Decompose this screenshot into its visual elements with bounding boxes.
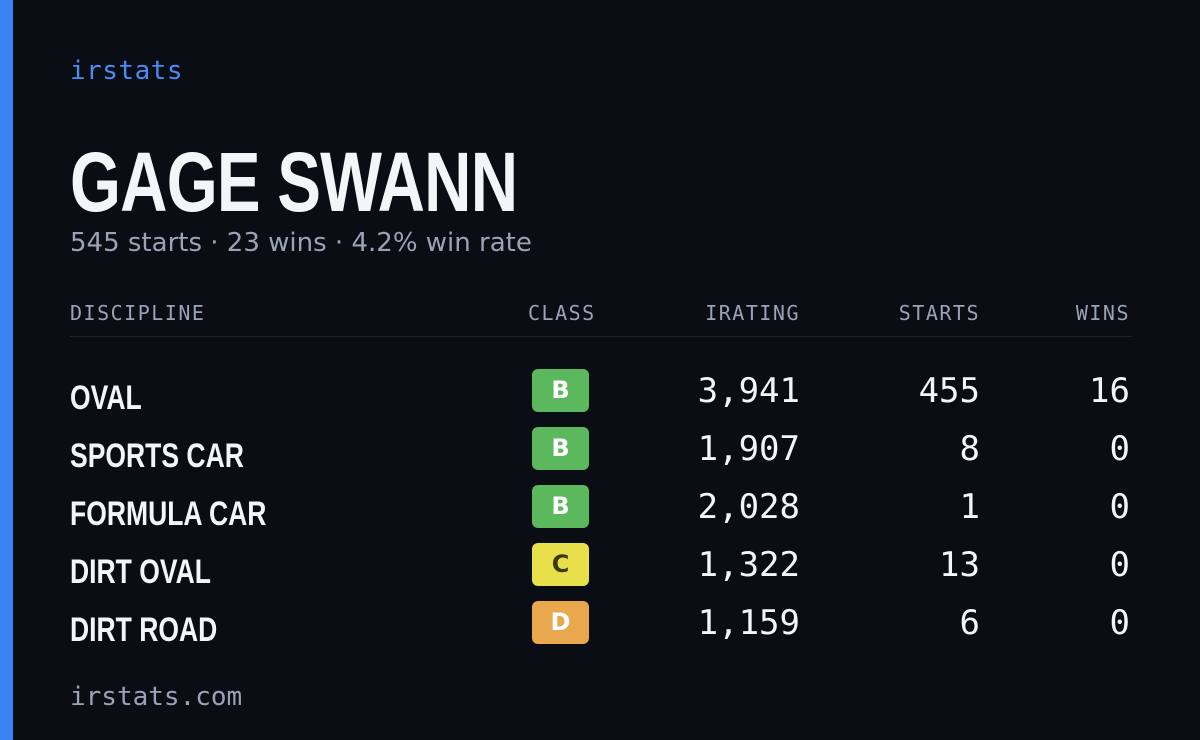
irating-value: 1,907 <box>697 429 800 469</box>
header-starts: STARTS <box>898 301 980 325</box>
discipline-name: OVAL <box>70 379 142 417</box>
summary-win-rate: 4.2% win rate <box>351 228 532 258</box>
class-badge: B <box>532 427 589 470</box>
wins-value: 16 <box>1089 371 1130 411</box>
class-badge: D <box>532 601 589 644</box>
table-row: DIRT OVAL C 1,322 13 0 <box>70 543 1132 601</box>
header-class: CLASS <box>528 301 596 325</box>
wins-value: 0 <box>1109 429 1130 469</box>
brand-logo-text: irstats <box>70 56 184 86</box>
player-summary: 545 starts · 23 wins · 4.2% win rate <box>70 228 532 258</box>
discipline-table: DISCIPLINE CLASS IRATING STARTS WINS OVA… <box>70 298 1132 649</box>
class-badge: B <box>532 485 589 528</box>
starts-value: 8 <box>959 429 980 469</box>
wins-value: 0 <box>1109 487 1130 527</box>
accent-bar <box>0 0 13 740</box>
class-badge: C <box>532 543 589 586</box>
table-row: DIRT ROAD D 1,159 6 0 <box>70 601 1132 659</box>
discipline-name: SPORTS CAR <box>70 437 244 475</box>
starts-value: 455 <box>918 371 980 411</box>
footer-url: irstats.com <box>70 682 243 712</box>
starts-value: 6 <box>959 603 980 643</box>
player-name: GAGE SWANN <box>70 135 518 229</box>
table-body: OVAL B 3,941 455 16 SPORTS CAR B 1,907 8… <box>70 369 1132 659</box>
class-badge: B <box>532 369 589 412</box>
irating-value: 3,941 <box>697 371 800 411</box>
wins-value: 0 <box>1109 603 1130 643</box>
table-row: OVAL B 3,941 455 16 <box>70 369 1132 427</box>
irating-value: 1,159 <box>697 603 800 643</box>
irating-value: 2,028 <box>697 487 800 527</box>
summary-separator: · <box>326 228 352 258</box>
discipline-name: FORMULA CAR <box>70 495 267 533</box>
irating-value: 1,322 <box>697 545 800 585</box>
starts-value: 1 <box>959 487 980 527</box>
table-header: DISCIPLINE CLASS IRATING STARTS WINS <box>70 298 1132 337</box>
wins-value: 0 <box>1109 545 1130 585</box>
header-irating: IRATING <box>705 301 800 325</box>
summary-wins: 23 wins <box>226 228 327 258</box>
discipline-name: DIRT ROAD <box>70 611 218 649</box>
summary-starts: 545 starts <box>70 228 202 258</box>
starts-value: 13 <box>939 545 980 585</box>
summary-separator: · <box>202 228 227 258</box>
header-discipline: DISCIPLINE <box>70 301 206 325</box>
discipline-name: DIRT OVAL <box>70 553 211 591</box>
table-row: SPORTS CAR B 1,907 8 0 <box>70 427 1132 485</box>
header-wins: WINS <box>1075 301 1130 325</box>
table-row: FORMULA CAR B 2,028 1 0 <box>70 485 1132 543</box>
